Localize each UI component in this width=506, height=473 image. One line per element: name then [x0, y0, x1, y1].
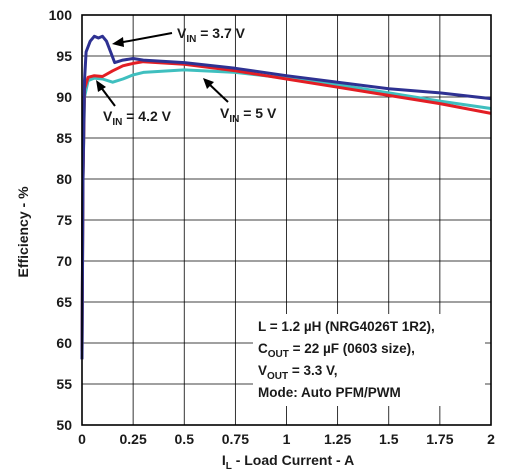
series-line-1 — [80, 60, 492, 352]
x-tick-label: 1.5 — [379, 431, 399, 447]
legend-vin-5: VIN = 5 V — [220, 105, 277, 125]
x-axis-title: IL - Load Current - A — [222, 452, 354, 472]
condition-vout: VOUT = 3.3 V, — [258, 363, 338, 382]
y-tick-labels: 50 55 60 65 70 75 80 85 90 95 100 — [49, 7, 73, 433]
y-tick-label: 80 — [56, 171, 72, 187]
x-tick-label: 1.75 — [426, 431, 453, 447]
arrow-vin-5 — [207, 82, 229, 103]
x-tick-label: 0.25 — [120, 431, 147, 447]
x-tick-label: 1 — [283, 431, 291, 447]
y-tick-label: 50 — [56, 417, 72, 433]
y-tick-label: 70 — [56, 253, 72, 269]
series-lines — [80, 34, 492, 360]
y-tick-label: 60 — [56, 335, 72, 351]
y-axis-title: Efficiency - % — [15, 186, 31, 278]
x-tick-label: 0.75 — [222, 431, 249, 447]
y-tick-label: 100 — [49, 7, 73, 23]
y-tick-label: 75 — [56, 212, 72, 228]
x-tick-label: 0.5 — [175, 431, 195, 447]
x-tick-label: 0 — [78, 431, 86, 447]
condition-inductor: L = 1.2 µH (NRG4026T 1R2), — [258, 319, 435, 334]
x-tick-label: 2 — [487, 431, 495, 447]
arrow-vin-4-2 — [99, 85, 116, 107]
y-tick-label: 90 — [56, 89, 72, 105]
condition-cout: COUT = 22 µF (0603 size), — [258, 341, 415, 360]
arrow-vin-3-7 — [117, 32, 173, 44]
arrowhead-vin-5 — [203, 78, 214, 89]
conditions-box — [253, 314, 485, 406]
y-tick-label: 95 — [56, 48, 72, 64]
condition-mode: Mode: Auto PFM/PWM — [258, 385, 401, 400]
x-tick-label: 1.25 — [324, 431, 351, 447]
series-line-0 — [80, 34, 492, 360]
x-tick-labels: 0 0.25 0.5 0.75 1 1.25 1.5 1.75 2 — [78, 431, 495, 447]
legend-vin-3-7: VIN = 3.7 V — [177, 25, 246, 45]
arrowhead-vin-3-7 — [112, 37, 124, 47]
y-tick-label: 55 — [56, 376, 72, 392]
legend-vin-4-2: VIN = 4.2 V — [103, 108, 172, 128]
y-tick-label: 65 — [56, 294, 72, 310]
y-tick-label: 85 — [56, 130, 72, 146]
plot-frame — [81, 14, 492, 426]
arrowhead-vin-4-2 — [96, 80, 106, 92]
